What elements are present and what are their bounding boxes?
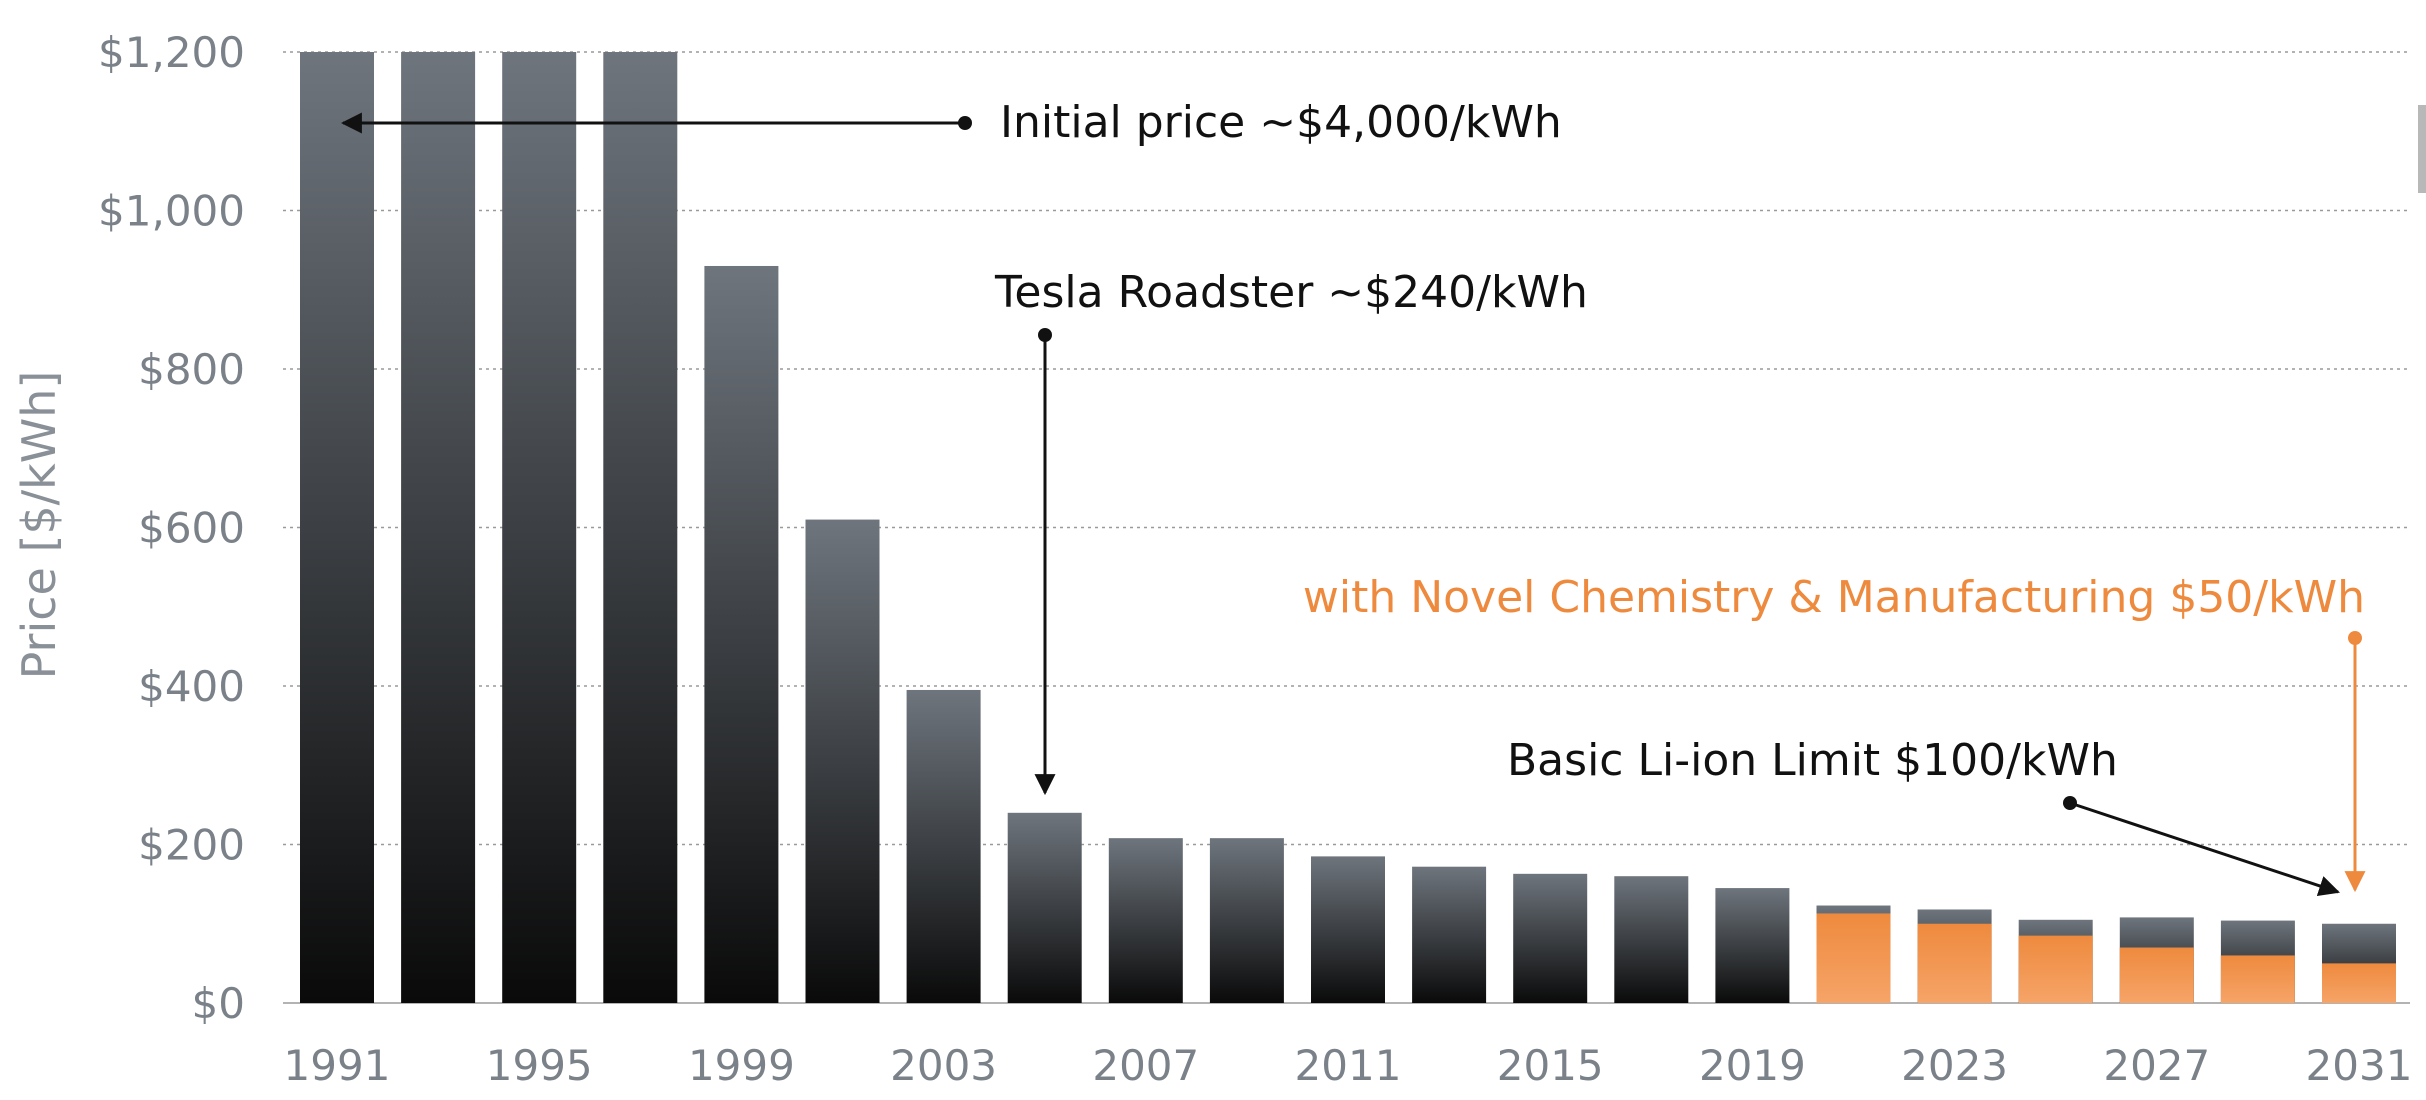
bar-2009 <box>1209 838 1284 1003</box>
bar-orange-2031 <box>2322 963 2396 1003</box>
bar-1995 <box>502 52 577 1003</box>
x-tick-label: 2015 <box>1497 1041 1604 1090</box>
y-axis-label: Price [$/kWh] <box>12 371 66 680</box>
x-tick-label: 1991 <box>284 1041 391 1090</box>
bar-2019 <box>1715 888 1790 1003</box>
bar-2003 <box>906 689 981 1003</box>
x-tick-label: 2007 <box>1092 1041 1199 1090</box>
x-axis-ticks: 1991 1995 1999 2003 2007 2011 2015 2019 2023 2027… <box>284 1041 2413 1090</box>
annotation-initial-price-text: Initial price ~$4,000/kWh <box>1000 97 1562 148</box>
annotation-novel-chemistry-text: with Novel Chemistry & Manufacturing $50… <box>1303 572 2365 623</box>
annotation-tesla-roadster: Tesla Roadster ~$240/kWh <box>994 267 1588 796</box>
bar-2005 <box>1007 812 1082 1003</box>
x-tick-label: 2031 <box>2306 1041 2413 1090</box>
bar-orange-2025 <box>2018 935 2093 1003</box>
bar-orange-2023 <box>1917 923 1992 1003</box>
bar-1991 <box>300 52 374 1003</box>
bar-2013 <box>1412 866 1487 1003</box>
bar-orange-2027 <box>2119 947 2194 1003</box>
x-tick-label: 2027 <box>2103 1041 2210 1090</box>
annotation-basic-li-ion-text: Basic Li-ion Limit $100/kWh <box>1507 735 2118 786</box>
y-tick-label: $800 <box>138 345 245 394</box>
y-tick-label: $200 <box>138 821 245 870</box>
y-tick-label: $0 <box>192 979 245 1028</box>
x-tick-label: 2019 <box>1699 1041 1806 1090</box>
x-tick-label: 2003 <box>890 1041 997 1090</box>
bar-2001 <box>805 519 880 1003</box>
bar-2011 <box>1311 856 1385 1003</box>
bar-1993 <box>401 52 476 1003</box>
bar-orange-2029 <box>2220 955 2295 1003</box>
x-tick-label: 1999 <box>688 1041 795 1090</box>
bar-1997 <box>603 52 678 1003</box>
y-tick-label: $400 <box>138 662 245 711</box>
annotation-tesla-roadster-text: Tesla Roadster ~$240/kWh <box>994 267 1588 318</box>
x-tick-label: 2011 <box>1295 1041 1402 1090</box>
y-axis-ticks: $0 $200 $400 $600 $800 $1,000 $1,200 <box>98 28 245 1028</box>
annotation-basic-li-ion: Basic Li-ion Limit $100/kWh <box>1507 735 2340 897</box>
x-tick-label: 1995 <box>486 1041 593 1090</box>
scrollbar-fragment <box>2418 105 2426 193</box>
bar-2007 <box>1108 838 1183 1003</box>
y-tick-label: $1,000 <box>98 187 245 236</box>
y-tick-label: $1,200 <box>98 28 245 77</box>
bar-orange-2021 <box>1816 913 1891 1003</box>
x-tick-label: 2023 <box>1901 1041 2008 1090</box>
y-tick-label: $600 <box>138 504 245 553</box>
bar-2015 <box>1513 873 1588 1003</box>
annotation-initial-price: Initial price ~$4,000/kWh <box>340 97 1562 148</box>
bar-1999 <box>704 265 779 1004</box>
bar-2017 <box>1614 876 1689 1003</box>
bars <box>300 52 2396 1004</box>
annotation-novel-chemistry: with Novel Chemistry & Manufacturing $50… <box>1303 572 2366 893</box>
